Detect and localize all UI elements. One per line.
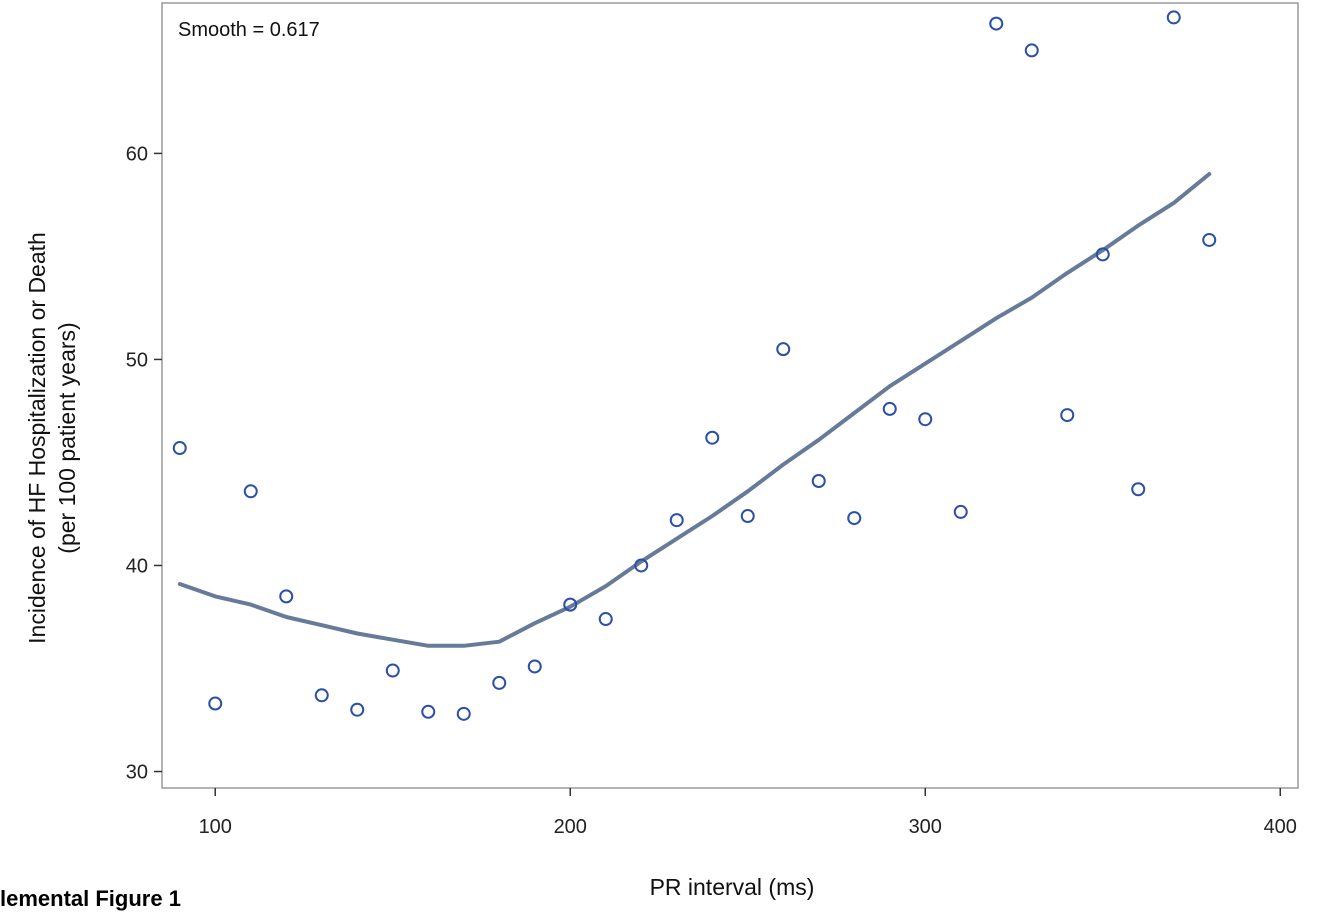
x-tick-label: 100 [199,816,232,838]
data-point [847,511,862,526]
data-point [705,430,720,445]
y-tick-label: 30 [126,762,148,784]
smooth-annotation: Smooth = 0.617 [178,19,320,41]
data-point [740,509,755,524]
x-tick-label: 200 [554,816,587,838]
data-point [279,589,294,604]
data-point [314,688,329,703]
y-tick-label: 50 [126,349,148,371]
x-tick-label: 400 [1264,816,1297,838]
data-points [172,10,1217,721]
data-point [421,704,436,719]
data-point [634,558,649,573]
data-point [527,659,542,674]
data-point [918,412,933,427]
data-point [243,484,258,499]
figure-caption: lemental Figure 1 [0,886,181,911]
data-point [882,401,897,416]
data-point [598,612,613,627]
data-point [172,441,187,456]
data-point [953,504,968,519]
x-tick-label: 300 [909,816,942,838]
data-point [350,702,365,717]
data-point [989,16,1004,31]
y-axis-title-line1: Incidence of HF Hospitalization or Death [24,232,50,644]
plot-frame [161,2,1299,789]
data-point [1095,247,1110,262]
data-point [669,513,684,528]
data-point [385,663,400,678]
data-point [776,342,791,357]
smooth-line [177,172,1212,648]
x-axis-title: PR interval (ms) [650,874,815,900]
data-point [208,696,223,711]
data-point [1060,408,1075,423]
y-axis-title: Incidence of HF Hospitalization or Death… [24,232,80,644]
data-point [811,474,826,489]
data-point [492,675,507,690]
y-axis-title-line2: (per 100 patient years) [54,322,80,553]
data-point [1166,10,1181,25]
data-point [456,706,471,721]
data-point [1131,482,1146,497]
y-tick-label: 40 [126,555,148,577]
axes: 100 200 300 400 30 40 50 60 [126,143,1297,838]
data-point [1202,232,1217,247]
y-tick-label: 60 [126,143,148,165]
data-point [563,597,578,612]
data-point [1024,43,1039,58]
